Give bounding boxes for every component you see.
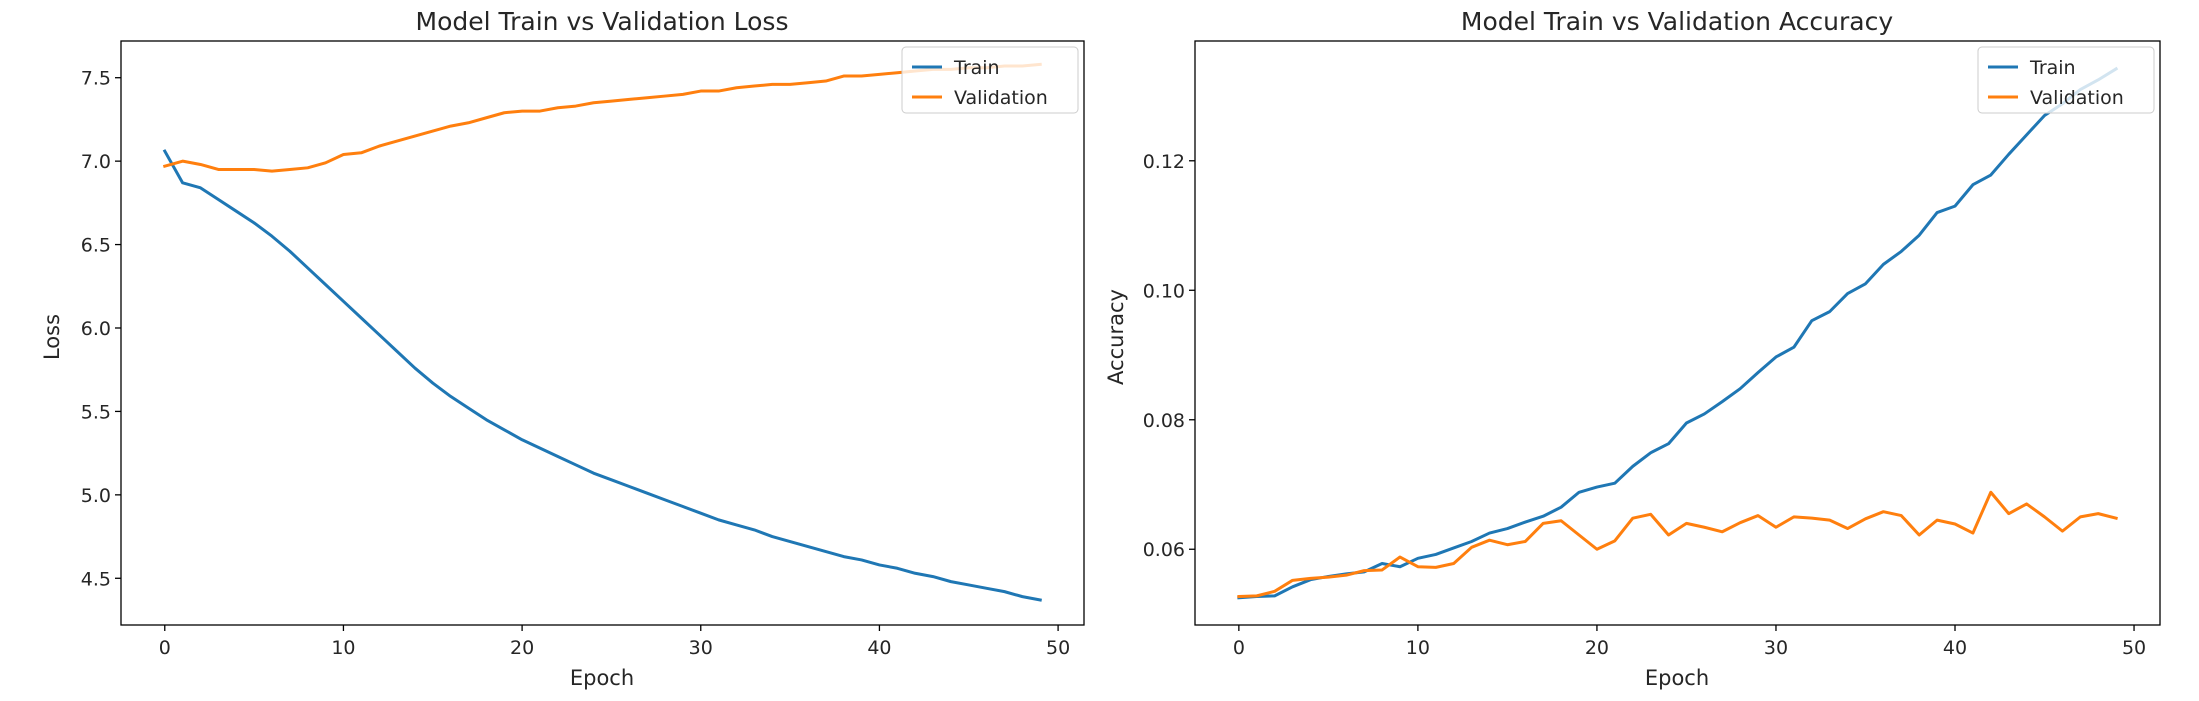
accuracy-legend-label-validation: Validation xyxy=(2030,87,2124,109)
loss-series-validation-line xyxy=(162,62,1042,173)
loss-plot-area: 0 10 20 30 40 50 4.5 5.0 5.5 6.0 6.5 7.0 7.5 xyxy=(81,40,1085,659)
loss-y-tick-label: 7.0 xyxy=(81,151,111,173)
accuracy-chart: Model Train vs Validation Accuracy 0 10 20… xyxy=(1104,7,2161,690)
loss-chart-title: Model Train vs Validation Loss xyxy=(416,7,789,36)
accuracy-legend-box xyxy=(1977,46,2155,114)
loss-chart: Model Train vs Validation Loss 0 10 20 30 40… xyxy=(40,7,1085,690)
accuracy-x-tick-label: 0 xyxy=(1233,637,1245,659)
loss-x-tick-label: 0 xyxy=(159,637,171,659)
accuracy-axes-frame xyxy=(1194,40,2161,626)
loss-y-tick-label: 5.0 xyxy=(81,485,111,507)
accuracy-series-train-line xyxy=(1237,66,2119,600)
accuracy-x-tick-label: 30 xyxy=(1764,637,1788,659)
loss-axes-frame xyxy=(120,40,1085,626)
loss-legend-box xyxy=(901,46,1079,114)
accuracy-series-validation-line xyxy=(1237,490,2118,599)
accuracy-y-axis-label: Accuracy xyxy=(1104,289,1128,385)
loss-x-tick-label: 50 xyxy=(1046,637,1070,659)
accuracy-legend-label-train: Train xyxy=(2029,57,2076,79)
loss-y-tick-label: 6.5 xyxy=(81,235,111,257)
loss-y-tick-label: 4.5 xyxy=(81,568,111,590)
accuracy-y-tick-label: 0.10 xyxy=(1143,280,1185,302)
loss-x-tick-label: 10 xyxy=(331,637,355,659)
loss-x-axis-label: Epoch xyxy=(570,666,634,690)
loss-legend-label-validation: Validation xyxy=(954,87,1048,109)
accuracy-plot-area: 0 10 20 30 40 50 0.06 0.08 0.10 0.12 xyxy=(1143,40,2161,659)
accuracy-x-axis-label: Epoch xyxy=(1645,666,1709,690)
accuracy-x-tick-label: 40 xyxy=(1943,637,1967,659)
loss-legend-label-train: Train xyxy=(953,57,1000,79)
accuracy-x-tick-label: 10 xyxy=(1406,637,1430,659)
accuracy-legend: Train Validation xyxy=(1977,46,2155,114)
loss-y-tick-label: 5.5 xyxy=(81,401,111,423)
accuracy-x-tick-label: 20 xyxy=(1585,637,1609,659)
accuracy-chart-title: Model Train vs Validation Accuracy xyxy=(1461,7,1893,36)
accuracy-y-tick-label: 0.12 xyxy=(1143,151,1185,173)
accuracy-y-tick-label: 0.08 xyxy=(1143,410,1185,432)
loss-x-tick-label: 20 xyxy=(510,637,534,659)
loss-series-train-line xyxy=(162,149,1042,602)
loss-y-axis-label: Loss xyxy=(40,314,64,360)
accuracy-x-tick-label: 50 xyxy=(2122,637,2146,659)
loss-y-tick-label: 6.0 xyxy=(81,318,111,340)
loss-y-tick-label: 7.5 xyxy=(81,68,111,90)
loss-legend: Train Validation xyxy=(901,46,1079,114)
loss-x-tick-label: 40 xyxy=(867,637,891,659)
accuracy-y-tick-label: 0.06 xyxy=(1143,539,1185,561)
loss-x-tick-label: 30 xyxy=(689,637,713,659)
